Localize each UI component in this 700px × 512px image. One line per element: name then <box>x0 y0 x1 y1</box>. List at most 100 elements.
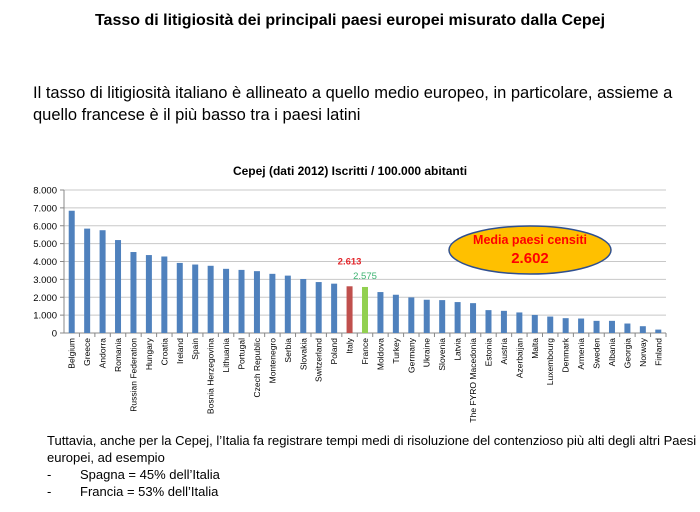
x-tick-label: Ireland <box>175 338 185 364</box>
intro-text: Il tasso di litigiosità italiano è allin… <box>33 84 673 124</box>
footer-dash: - <box>47 484 52 499</box>
average-ellipse <box>448 225 612 275</box>
y-tick-label: 3.000 <box>33 275 57 286</box>
bar-russian-federation <box>130 252 137 333</box>
x-tick-label: Hungary <box>144 337 154 370</box>
bar-belgium <box>68 210 75 333</box>
bar-luxembourg <box>547 316 554 333</box>
bar-poland <box>331 283 338 333</box>
x-tick-label: Italy <box>345 337 355 353</box>
average-value: 2.602 <box>511 250 549 267</box>
average-label: Media paesi censiti <box>473 233 587 247</box>
x-tick-label: Austria <box>499 338 509 365</box>
bar-hungary <box>145 255 152 333</box>
bar-greece <box>84 228 91 333</box>
bar-italy <box>346 286 353 333</box>
y-tick-label: 6.000 <box>33 221 57 232</box>
y-tick-label: 5.000 <box>33 239 57 250</box>
bar-finland <box>655 329 662 333</box>
bar-spain <box>192 264 199 333</box>
x-tick-label: Bosnia Herzegovina <box>206 338 216 414</box>
y-tick-label: 1.000 <box>33 311 57 322</box>
bar-sweden <box>593 320 600 333</box>
x-tick-label: Norway <box>638 337 648 367</box>
x-tick-label: Armenia <box>576 338 586 370</box>
x-tick-label: Slovakia <box>298 338 308 370</box>
bar-estonia <box>485 310 492 333</box>
bar-the-fyro-macedonia <box>470 303 477 333</box>
x-tick-label: Azerbaijan <box>514 338 524 378</box>
x-tick-label: Serbia <box>283 338 293 363</box>
bar-romania <box>115 240 122 333</box>
bar-croatia <box>161 256 168 333</box>
x-tick-label: Lithuania <box>221 338 231 373</box>
x-tick-label: Montenegro <box>267 338 277 384</box>
bar-norway <box>639 326 646 333</box>
bar-malta <box>531 314 538 333</box>
x-tick-label: Denmark <box>561 337 571 372</box>
y-tick-label: 2.000 <box>33 293 57 304</box>
x-tick-label: Estonia <box>483 338 493 367</box>
x-tick-label: Switzerland <box>314 338 324 382</box>
bar-latvia <box>454 302 461 333</box>
x-tick-label: Belgium <box>67 338 77 369</box>
bar-bosnia-herzegovina <box>207 265 214 333</box>
bar-ukraine <box>423 299 430 333</box>
footer-item: - Spagna = 45% dell’Italia <box>47 466 697 483</box>
bar-switzerland <box>315 282 322 333</box>
bar-andorra <box>99 230 106 333</box>
bar-albania <box>608 320 615 333</box>
x-tick-label: Czech Republic <box>252 337 262 397</box>
footer-item: - Francia = 53% dell’Italia <box>47 483 697 500</box>
x-tick-label: Croatia <box>159 338 169 366</box>
x-tick-label: Germany <box>406 337 416 373</box>
data-label-france: 2.575 <box>353 271 377 282</box>
x-tick-label: Russian Federation <box>128 338 138 412</box>
x-tick-label: Malta <box>530 338 540 359</box>
x-tick-label: Ukraine <box>422 338 432 368</box>
slide-title: Tasso di litigiosità dei principali paes… <box>94 12 606 29</box>
x-tick-label: Latvia <box>453 338 463 361</box>
bar-ireland <box>176 262 183 333</box>
bar-lithuania <box>223 268 230 333</box>
x-tick-label: Slovenia <box>437 338 447 371</box>
average-annotation: Media paesi censiti 2.602 <box>448 225 612 275</box>
y-tick-label: 0 <box>52 329 57 340</box>
footer-dash: - <box>47 467 52 482</box>
bar-portugal <box>238 269 245 333</box>
x-tick-label: Spain <box>190 338 200 360</box>
footer-item-text: Spagna = 45% dell’Italia <box>80 467 220 482</box>
bar-germany <box>408 297 415 333</box>
x-tick-label: Albania <box>607 338 617 367</box>
x-tick-label: Turkey <box>391 337 401 363</box>
x-tick-label: Poland <box>329 338 339 365</box>
bar-denmark <box>562 318 569 333</box>
bar-montenegro <box>269 273 276 333</box>
chart-title: Cepej (dati 2012) Iscritti / 100.000 abi… <box>233 164 467 178</box>
x-tick-label: Sweden <box>592 338 602 369</box>
x-tick-label: Finland <box>653 338 663 366</box>
bar-slovakia <box>300 279 307 333</box>
y-tick-label: 7.000 <box>33 203 57 214</box>
y-tick-label: 8.000 <box>33 186 57 197</box>
x-tick-label: Georgia <box>622 338 632 369</box>
x-tick-label: Romania <box>113 338 123 372</box>
x-tick-label: The FYRO Macedonia <box>468 338 478 423</box>
x-tick-label: Andorra <box>98 338 108 369</box>
bar-armenia <box>578 318 585 333</box>
bar-turkey <box>392 294 399 333</box>
bar-azerbaijan <box>516 312 523 333</box>
y-tick-label: 4.000 <box>33 257 57 268</box>
bar-france <box>362 286 368 333</box>
footer-item-text: Francia = 53% dell’Italia <box>80 484 219 499</box>
bar-serbia <box>284 275 291 333</box>
footer-text: Tuttavia, anche per la Cepej, l’Italia f… <box>47 433 697 465</box>
data-label-italy: 2.613 <box>338 256 362 267</box>
bar-moldova <box>377 292 384 333</box>
bar-austria <box>500 310 507 333</box>
bar-georgia <box>624 323 631 333</box>
x-tick-label: Greece <box>82 338 92 366</box>
bar-czech-republic <box>253 271 260 333</box>
bar-slovenia <box>439 300 446 333</box>
